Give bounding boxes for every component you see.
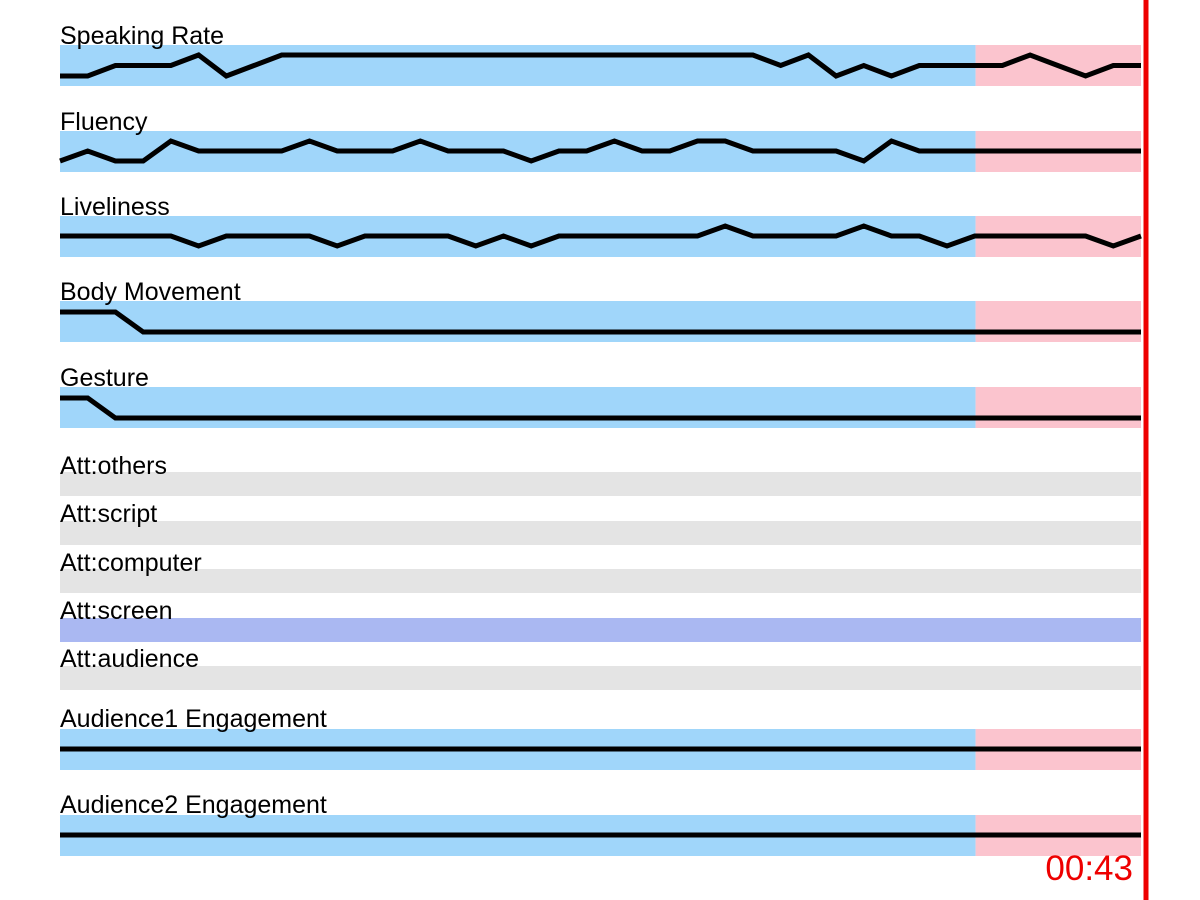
track-audience2-engagement: Audience2 Engagement: [60, 791, 1141, 856]
series-line-fluency: [59, 138, 1141, 164]
track-audience1-engagement: Audience1 Engagement: [60, 705, 1141, 770]
track-body-movement: Body Movement: [60, 278, 1141, 342]
track-label-body-movement: Body Movement: [60, 278, 241, 306]
track-att-script: Att:script: [60, 500, 1141, 545]
series-line-liveliness: [60, 223, 1142, 249]
tracks-group: Speaking Rate Fluency Liveliness Body Movem…: [59, 22, 1142, 856]
track-att-screen: Att:screen: [60, 597, 1141, 642]
current-time-readout: 00:43: [1045, 849, 1133, 888]
band-gesture: [60, 387, 976, 428]
band-speaking-rate: [60, 45, 976, 86]
track-gesture: Gesture: [60, 364, 1141, 428]
track-label-audience1-engagement: Audience1 Engagement: [60, 705, 327, 733]
attention-band-att-computer: [60, 569, 1141, 593]
track-label-audience2-engagement: Audience2 Engagement: [60, 791, 327, 819]
recent-band-gesture: [975, 387, 1141, 428]
attention-band-att-screen: [60, 618, 1141, 642]
track-liveliness: Liveliness: [60, 193, 1142, 257]
series-line-speaking-rate: [60, 52, 1141, 79]
track-label-gesture: Gesture: [60, 364, 149, 392]
track-speaking-rate: Speaking Rate: [60, 22, 1141, 86]
track-att-audience: Att:audience: [60, 645, 1141, 690]
attention-band-att-others: [60, 472, 1141, 496]
track-label-att-others: Att:others: [60, 452, 167, 480]
track-att-computer: Att:computer: [60, 549, 1141, 593]
track-label-att-screen: Att:screen: [60, 597, 173, 625]
track-label-speaking-rate: Speaking Rate: [60, 22, 224, 50]
series-line-gesture: [60, 395, 1141, 421]
attention-band-att-audience: [60, 666, 1141, 690]
track-att-others: Att:others: [60, 452, 1141, 496]
track-label-fluency: Fluency: [60, 108, 148, 136]
track-label-att-audience: Att:audience: [60, 645, 199, 673]
series-line-body-movement: [60, 309, 1141, 335]
track-fluency: Fluency: [59, 108, 1141, 172]
track-label-att-computer: Att:computer: [60, 549, 202, 577]
band-body-movement: [60, 301, 976, 342]
recent-band-body-movement: [975, 301, 1141, 342]
attention-band-att-script: [60, 521, 1141, 545]
track-label-liveliness: Liveliness: [60, 193, 170, 221]
track-label-att-script: Att:script: [60, 500, 157, 528]
